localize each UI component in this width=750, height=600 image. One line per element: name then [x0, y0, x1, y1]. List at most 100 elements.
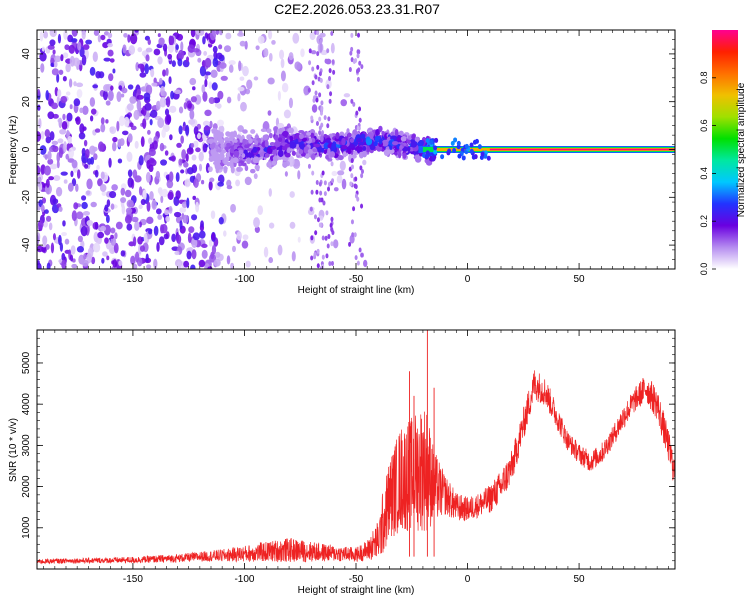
spectrogram-noise-blob	[187, 103, 192, 109]
spectrogram-noise-blob	[238, 60, 242, 72]
spectrogram-noise-blob	[47, 44, 55, 50]
spectrogram-noise-blob	[157, 117, 165, 128]
spectrogram-noise-blob	[144, 63, 149, 75]
spectrogram-noise-blob	[52, 145, 59, 153]
spectrogram-noise-blob	[116, 91, 122, 103]
spectrogram-streak-blob	[358, 247, 362, 253]
spectrogram-noise-blob	[136, 99, 142, 111]
spectrogram-noise-blob	[319, 43, 323, 53]
spectrogram-streak-blob	[307, 163, 311, 169]
spectrogram-noise-blob	[97, 178, 103, 187]
spectrogram-ridge-blob	[266, 161, 272, 168]
spectrogram-streak-blob	[330, 216, 334, 222]
spectrogram-noise-blob	[61, 231, 67, 237]
spectrogram-noise-blob	[105, 119, 109, 124]
spectrogram-streak-blob	[357, 32, 361, 38]
spectrogram-ridge-blob	[264, 140, 269, 148]
spectrogram-noise-blob	[271, 40, 276, 45]
spectrogram-ridge-blob	[278, 127, 283, 135]
spectrogram-ridge-blob	[274, 134, 279, 142]
x-tick-label: 50	[574, 274, 586, 285]
spectrogram-noise-blob	[58, 206, 63, 212]
spectrogram-noise-blob	[192, 232, 200, 241]
x-tick-label: -100	[234, 574, 254, 585]
x-tick-label: 0	[465, 574, 471, 585]
spectrogram-side-blob	[456, 140, 461, 146]
spectrogram-streak-blob	[348, 166, 352, 172]
spectrogram-streak-blob	[330, 31, 334, 37]
spectrogram-noise-blob	[150, 109, 158, 118]
spectrogram-noise-blob	[94, 128, 101, 133]
spectrogram-noise-blob	[91, 256, 96, 265]
spectrogram-noise-blob	[61, 252, 66, 261]
spectrogram-ridge-blob	[232, 130, 238, 138]
spectrogram-streak-blob	[315, 97, 319, 103]
spectrogram-noise-blob	[203, 126, 211, 131]
spectrogram-streak-blob	[349, 50, 353, 56]
spectrogram-ridge-blob	[347, 149, 352, 155]
spectrogram-noise-blob	[223, 45, 232, 53]
spectrogram-noise-blob	[137, 63, 144, 69]
spectrogram-noise-blob	[86, 252, 92, 264]
spectrogram-noise-blob	[112, 141, 117, 152]
spectrogram-noise-blob	[134, 140, 139, 149]
spectrogram-noise-blob	[179, 207, 187, 213]
spectrogram-streak-blob	[350, 46, 354, 52]
spectrogram-noise-blob	[225, 32, 232, 40]
spectrogram-ridge-blob	[362, 145, 367, 152]
spectrogram-noise-blob	[187, 167, 194, 175]
spectrogram-noise-blob	[149, 118, 153, 126]
spectrogram-side-blob	[471, 154, 476, 160]
spectrogram-noise-blob	[161, 188, 169, 198]
snr-x-ticks: -150 -100 -50 0 50	[43, 330, 669, 585]
spectrogram-noise-blob	[253, 173, 258, 180]
spectrogram-noise-blob	[44, 154, 49, 160]
spectrogram-noise-blob	[201, 249, 208, 259]
spectrogram-noise-blob	[73, 202, 79, 210]
spectrogram-noise-blob	[165, 174, 170, 180]
spectrogram-noise-blob	[165, 215, 170, 223]
spectrogram-noise-blob	[307, 208, 315, 216]
spectrogram-noise-blob	[56, 73, 60, 83]
spectrogram-noise-blob	[289, 191, 295, 198]
spectrogram-noise-blob	[127, 34, 131, 43]
spectrogram-noise-blob	[144, 102, 152, 111]
spectrogram-ridge-blob	[411, 134, 416, 140]
spectrogram-noise-blob	[134, 251, 140, 263]
spectrogram-noise-blob	[97, 141, 104, 152]
spectrogram-noise-blob	[148, 148, 156, 157]
spectrogram-noise-blob	[195, 201, 200, 213]
spectrogram-ridge-blob	[271, 160, 277, 166]
spectrogram-noise-blob	[226, 96, 232, 104]
spectrogram-noise-blob	[164, 209, 170, 216]
spectrogram-noise-blob	[208, 97, 215, 104]
spectrogram-noise-blob	[102, 90, 108, 101]
spectrogram-noise-blob	[174, 89, 182, 95]
spectrogram-ridge-blob	[327, 143, 332, 148]
spectrogram-ridge-blob	[244, 144, 250, 149]
spectrogram-noise-blob	[137, 236, 143, 245]
spectrogram-noise-blob	[70, 245, 76, 255]
spectrogram-streak-blob	[350, 219, 354, 225]
spectrogram-noise-blob	[93, 153, 98, 161]
spectrogram-streak-blob	[330, 161, 334, 167]
spectrogram-streak-blob	[352, 206, 356, 212]
spectrogram-side-blob	[486, 155, 491, 161]
spectrogram-noise-blob	[118, 85, 123, 90]
spectrogram-side-blob	[429, 139, 434, 145]
spectrogram-noise-blob	[37, 165, 41, 176]
spectrogram-noise-blob	[207, 166, 213, 173]
spectrogram-noise-blob	[139, 72, 147, 78]
spectrogram-noise-blob	[257, 205, 264, 216]
spectrogram-streak-blob	[327, 116, 331, 122]
spectrogram-ridge-blob	[406, 139, 411, 144]
spectrogram-noise-blob	[100, 171, 105, 180]
colorbar-tick-label: 0.2	[699, 215, 709, 228]
spectrogram-noise-blob	[49, 30, 57, 38]
spectrogram-noise-blob	[120, 250, 126, 257]
spectrogram-side-blob	[450, 140, 455, 146]
spectrogram-noise-blob	[212, 57, 219, 68]
spectrogram-noise-blob	[235, 179, 241, 187]
spectrogram-streak-blob	[356, 125, 360, 131]
spectrogram-streak-blob	[311, 66, 315, 72]
